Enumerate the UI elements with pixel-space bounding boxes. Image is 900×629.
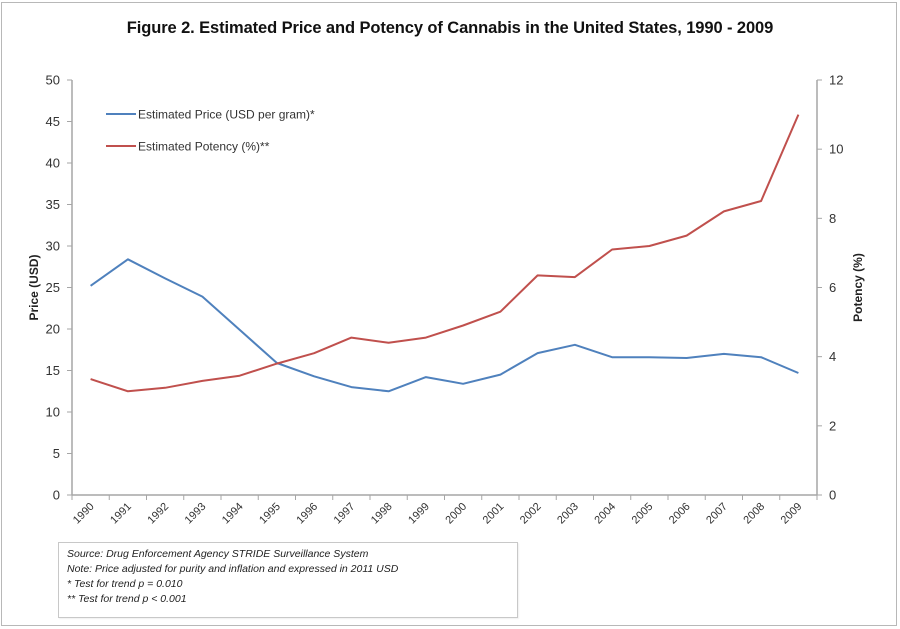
x-tick-label: 2005 (630, 501, 656, 527)
left-y-tick-label: 35 (46, 197, 60, 212)
left-y-tick-label: 5 (53, 446, 60, 461)
x-tick-label: 2009 (779, 501, 805, 527)
x-tick-label: 1995 (257, 501, 283, 527)
x-tick-label: 1993 (183, 501, 209, 527)
x-tick-label: 2004 (592, 501, 618, 527)
legend-potency-label: Estimated Potency (%)** (138, 140, 270, 154)
left-y-tick-label: 20 (46, 322, 60, 337)
price-series-line (90, 258, 799, 393)
potency-series-line (90, 114, 800, 393)
left-y-tick-label: 10 (46, 405, 60, 420)
notes-box: Source: Drug Enforcement Agency STRIDE S… (58, 542, 518, 618)
note-price-trend: * Test for trend p = 0.010 (67, 578, 183, 590)
x-tick-label: 2008 (741, 501, 767, 527)
right-y-tick-label: 12 (829, 73, 843, 88)
right-y-tick-label: 10 (829, 142, 843, 157)
right-y-tick-label: 6 (829, 280, 836, 295)
right-y-tick-label: 2 (829, 418, 836, 433)
x-tick-label: 2007 (704, 501, 730, 527)
left-y-tick-label: 0 (53, 488, 60, 503)
x-tick-label: 1991 (108, 501, 134, 527)
note-potency-trend: ** Test for trend p < 0.001 (67, 593, 187, 605)
legend-price-label: Estimated Price (USD per gram)* (138, 108, 315, 122)
left-y-tick-label: 40 (46, 156, 60, 171)
x-tick-label: 1997 (332, 501, 358, 527)
x-tick-label: 1990 (71, 501, 97, 527)
x-tick-label: 1994 (220, 501, 246, 527)
right-y-tick-label: 4 (829, 349, 836, 364)
left-y-tick-label: 30 (46, 239, 60, 254)
note-adjustment: Note: Price adjusted for purity and infl… (67, 563, 399, 575)
x-tick-label: 1999 (406, 501, 432, 527)
note-source: Source: Drug Enforcement Agency STRIDE S… (67, 548, 369, 560)
right-y-tick-label: 8 (829, 211, 836, 226)
x-tick-label: 2001 (481, 501, 507, 527)
left-axis-title: Price (USD) (27, 254, 41, 320)
left-y-tick-label: 25 (46, 280, 60, 295)
x-tick-label: 2000 (443, 501, 469, 527)
chart-title: Figure 2. Estimated Price and Potency of… (126, 19, 774, 37)
x-tick-label: 1996 (294, 501, 320, 527)
x-tick-label: 2006 (667, 501, 693, 527)
x-tick-label: 1998 (369, 501, 395, 527)
right-y-tick-label: 0 (829, 488, 836, 503)
x-tick-label: 2002 (518, 501, 544, 527)
x-tick-label: 1992 (145, 501, 171, 527)
left-y-tick-label: 15 (46, 363, 60, 378)
right-axis-title: Potency (%) (851, 253, 865, 322)
x-tick-label: 2003 (555, 501, 581, 527)
left-y-tick-label: 50 (46, 73, 60, 88)
left-y-tick-label: 45 (46, 114, 60, 129)
